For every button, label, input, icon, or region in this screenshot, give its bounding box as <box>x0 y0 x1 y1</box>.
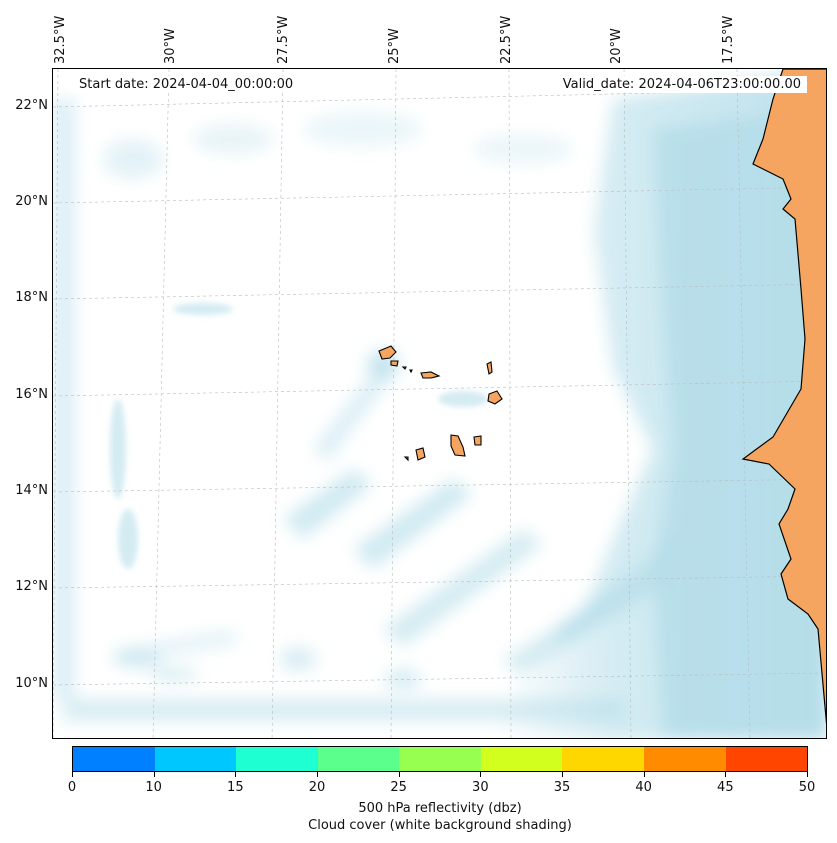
colorbar-label: 500 hPa reflectivity (dbz) <box>358 801 522 816</box>
colorbar-tick-label: 20 <box>308 780 326 795</box>
cape-verde-islands <box>378 345 503 462</box>
lon-label-20w: 20°W <box>609 28 624 64</box>
lon-label-27-5w: 27.5°W <box>276 15 291 64</box>
colorbar-tick <box>72 772 73 777</box>
colorbar-tick <box>807 772 808 777</box>
lon-label-17-5w: 17.5°W <box>721 15 736 64</box>
lat-label-18n: 18°N <box>15 290 48 305</box>
colorbar-tick-label: 40 <box>635 780 652 795</box>
colorbar-tick <box>480 772 482 777</box>
colorbar-segment <box>154 747 237 771</box>
colorbar-tick <box>317 772 318 777</box>
lat-label-20n: 20°N <box>15 194 48 209</box>
colorbar-tick-label: 15 <box>227 780 244 795</box>
colorbar-segment <box>562 747 644 771</box>
colorbar-tick <box>235 772 237 777</box>
colorbar-tick-label: 25 <box>390 780 407 795</box>
colorbar-tick <box>153 772 155 777</box>
colorbar <box>72 746 808 772</box>
colorbar-tick <box>725 772 727 777</box>
lat-label-10n: 10°N <box>15 676 48 691</box>
colorbar-tick <box>643 772 645 777</box>
cloud-cover-shading <box>53 69 826 738</box>
colorbar-tick <box>398 772 400 777</box>
lon-label-22-5w: 22.5°W <box>499 15 514 64</box>
africa-coast-landmass <box>741 69 826 725</box>
colorbar-tick-label: 0 <box>67 780 77 795</box>
colorbar-segment <box>399 747 481 771</box>
colorbar-segment <box>73 747 155 771</box>
lat-label-12n: 12°N <box>15 579 48 594</box>
map-frame <box>52 68 827 739</box>
map-gridlines <box>53 69 826 738</box>
colorbar-segment <box>480 747 563 771</box>
valid-date-label: Valid_date: 2024-04-06T23:00:00.00 <box>556 76 807 93</box>
colorbar-tick-label: 45 <box>717 780 734 795</box>
colorbar-tick-label: 50 <box>798 780 816 795</box>
colorbar-segment <box>643 747 726 771</box>
colorbar-tick-label: 30 <box>472 780 489 795</box>
colorbar-segment <box>317 747 400 771</box>
start-date-label: Start date: 2024-04-04_00:00:00 <box>73 76 300 93</box>
colorbar-segment <box>725 747 808 771</box>
lat-label-16n: 16°N <box>15 387 48 402</box>
lon-label-32-5w: 32.5°W <box>53 15 68 64</box>
lon-label-25w: 25°W <box>387 28 402 64</box>
colorbar-tick-label: 10 <box>145 780 162 795</box>
lon-label-30w: 30°W <box>163 28 178 64</box>
colorbar-tick <box>562 772 563 777</box>
lat-label-22n: 22°N <box>15 98 48 113</box>
map-canvas <box>53 69 826 738</box>
colorbar-tick-label: 35 <box>553 780 571 795</box>
colorbar-segment <box>236 747 318 771</box>
colorbar-sublabel: Cloud cover (white background shading) <box>308 818 572 833</box>
lat-label-14n: 14°N <box>15 483 48 498</box>
